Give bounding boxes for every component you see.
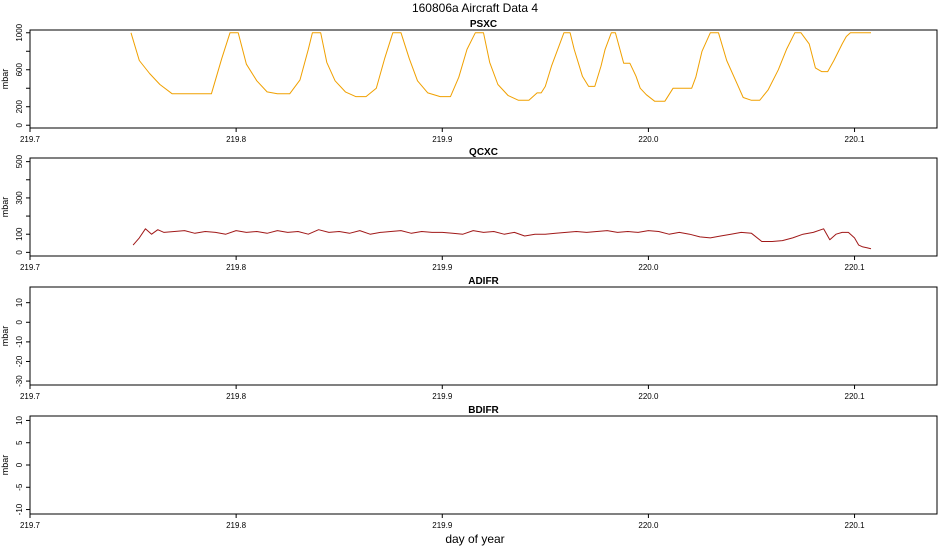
figure-title: 160806a Aircraft Data 4 [412, 1, 538, 15]
x-tick-label: 219.7 [20, 392, 41, 401]
y-tick-label: 5 [15, 440, 24, 445]
x-tick-label: 219.9 [432, 521, 453, 530]
y-axis-label: mbar [0, 197, 10, 218]
y-tick-label: 0 [15, 320, 24, 325]
x-tick-label: 219.7 [20, 135, 41, 144]
panel-bdifr: BDIFR mbar 219.7 219.8 219.9 220.0 220.1 -10 -5 0… [0, 405, 938, 530]
panel-title: ADIFR [468, 276, 499, 287]
x-axis-label: day of year [445, 532, 504, 546]
x-tick-label: 219.8 [226, 135, 247, 144]
y-tick-label: 600 [15, 63, 24, 77]
y-tick-label: 0 [15, 122, 24, 127]
y-axis-label: mbar [0, 455, 10, 476]
x-tick-label: 220.1 [845, 521, 866, 530]
panel-title: BDIFR [468, 405, 499, 416]
y-tick-label: -20 [15, 355, 24, 367]
panel-psxc: PSXC mbar 219.7 219.8 219.9 220.0 220.1 0 200 600… [0, 19, 938, 144]
x-tick-label: 220.0 [638, 135, 659, 144]
x-tick-label: 220.0 [638, 521, 659, 530]
plot-frame [29, 286, 938, 386]
x-tick-label: 220.0 [638, 263, 659, 272]
x-tick-label: 219.9 [432, 392, 453, 401]
y-axis-label: mbar [0, 69, 10, 90]
y-tick-label: -10 [15, 336, 24, 348]
plot-frame [29, 157, 938, 257]
y-tick-label: 10 [15, 298, 24, 307]
y-tick-label: -30 [15, 375, 24, 387]
y-tick-label: 100 [15, 227, 24, 241]
y-tick-label: 300 [15, 191, 24, 205]
series-line-qcxc [132, 228, 872, 250]
x-tick-label: 219.7 [20, 521, 41, 530]
x-tick-label: 219.9 [432, 135, 453, 144]
x-tick-label: 220.1 [845, 263, 866, 272]
x-tick-label: 219.7 [20, 263, 41, 272]
x-tick-label: 220.1 [845, 392, 866, 401]
y-tick-label: 200 [15, 100, 24, 114]
x-tick-label: 219.9 [432, 263, 453, 272]
x-tick-label: 219.8 [226, 263, 247, 272]
x-tick-label: 220.1 [845, 135, 866, 144]
panel-title: PSXC [470, 19, 497, 30]
plot-frame [29, 29, 938, 129]
plot-frame [29, 415, 938, 515]
x-tick-label: 220.0 [638, 392, 659, 401]
y-tick-label: 0 [15, 250, 24, 255]
x-tick-label: 219.8 [226, 521, 247, 530]
series-line-psxc [130, 32, 871, 102]
y-tick-label: 10 [15, 415, 24, 424]
y-tick-label: -10 [15, 503, 24, 515]
x-tick-label: 219.8 [226, 392, 247, 401]
y-tick-label: 0 [15, 462, 24, 467]
panel-adifr: ADIFR mbar 219.7 219.8 219.9 220.0 220.1 -30 -20… [0, 276, 938, 401]
panel-qcxc: QCXC mbar 219.7 219.8 219.9 220.0 220.1 0 100 300… [0, 147, 938, 272]
panel-title: QCXC [469, 147, 498, 158]
y-tick-label: 500 [15, 154, 24, 168]
y-tick-label: 1000 [15, 23, 24, 41]
y-tick-label: -5 [15, 483, 24, 491]
y-axis-label: mbar [0, 326, 10, 347]
panels: PSXC mbar 219.7 219.8 219.9 220.0 220.1 0 200 600… [0, 19, 938, 530]
